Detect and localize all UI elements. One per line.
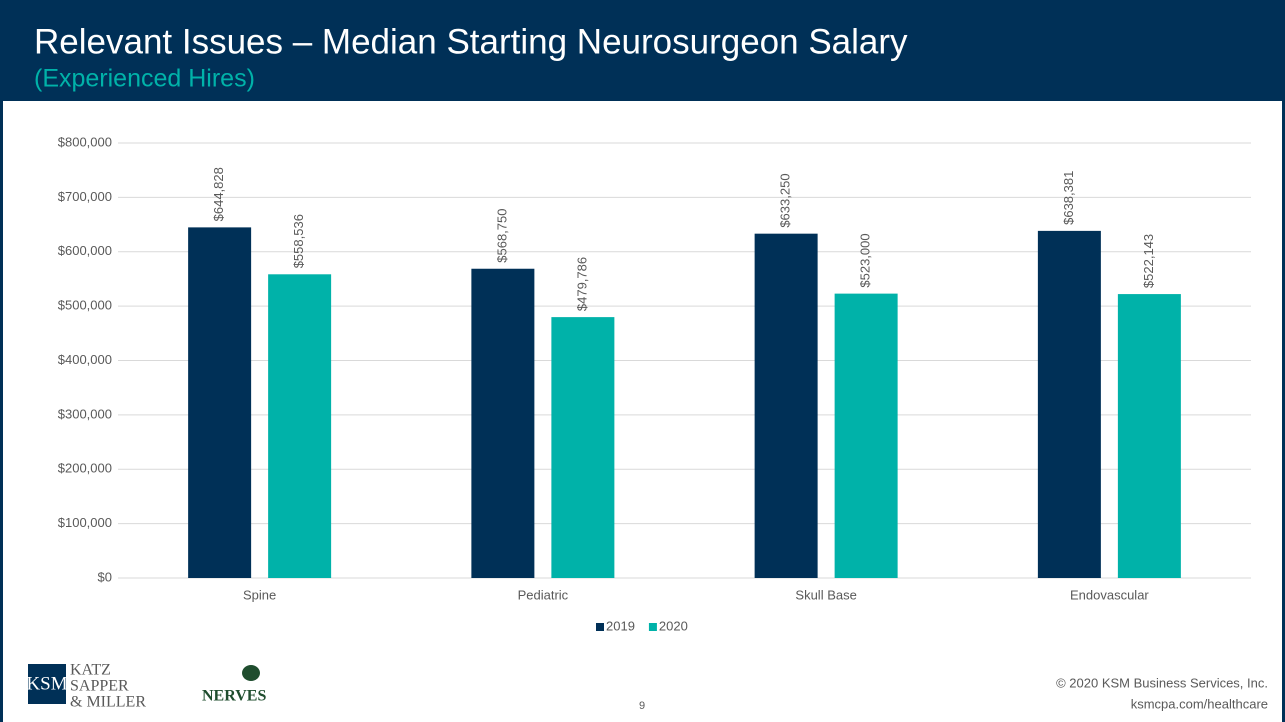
- value-label: $558,536: [291, 214, 306, 268]
- y-tick-label: $400,000: [58, 352, 112, 367]
- slide-subtitle: (Experienced Hires): [34, 65, 255, 93]
- y-tick-label: $0: [98, 569, 112, 584]
- y-tick-label: $800,000: [58, 134, 112, 149]
- x-tick-label: Endovascular: [1070, 587, 1149, 602]
- x-tick-label: Spine: [243, 587, 276, 602]
- partner-logo: NERVES: [202, 688, 266, 705]
- slide-title: Relevant Issues – Median Starting Neuros…: [34, 22, 908, 61]
- bar: [268, 274, 332, 578]
- left-border: [0, 0, 3, 722]
- logo-line: & MILLER: [70, 694, 146, 711]
- right-border: [1282, 0, 1285, 722]
- bar: [471, 268, 535, 578]
- y-tick-label: $200,000: [58, 461, 112, 476]
- logo-line: KATZ: [70, 662, 111, 679]
- value-label: $568,750: [494, 209, 509, 263]
- logo-box: [28, 664, 66, 704]
- header-band: [0, 0, 1285, 101]
- value-label: $479,786: [574, 257, 589, 311]
- y-tick-label: $700,000: [58, 189, 112, 204]
- bar: [834, 293, 898, 578]
- bar: [754, 233, 818, 578]
- legend-label: 2019: [606, 618, 635, 633]
- legend-swatch: [648, 623, 657, 631]
- legend-swatch: [596, 623, 604, 631]
- logo-line: SAPPER: [70, 678, 129, 695]
- url: ksmcpa.com/healthcare: [1131, 696, 1268, 711]
- value-label: $523,000: [858, 233, 873, 287]
- value-label: $522,143: [1141, 234, 1156, 288]
- bar: [188, 227, 252, 579]
- value-label: $638,381: [1061, 171, 1076, 225]
- x-tick-label: Skull Base: [795, 587, 856, 602]
- legend-label: 2020: [659, 618, 688, 633]
- copyright: © 2020 KSM Business Services, Inc.: [1056, 675, 1268, 690]
- x-tick-label: Pediatric: [518, 587, 569, 602]
- logo-mark: KSM: [26, 673, 67, 694]
- nerves-icon: [242, 665, 260, 681]
- y-tick-label: $100,000: [58, 515, 112, 530]
- chart: $0 $100,000 $200,000 $300,000 $400,000 $500,0…: [58, 134, 1251, 633]
- bar: [1037, 230, 1101, 579]
- value-label: $633,250: [778, 173, 793, 227]
- bar: [551, 317, 615, 578]
- y-tick-label: $300,000: [58, 406, 112, 421]
- bar: [1117, 294, 1181, 578]
- value-label: $644,828: [211, 167, 226, 221]
- y-tick-label: $600,000: [58, 243, 112, 258]
- page-number: 9: [639, 700, 645, 712]
- y-tick-label: $500,000: [58, 298, 112, 313]
